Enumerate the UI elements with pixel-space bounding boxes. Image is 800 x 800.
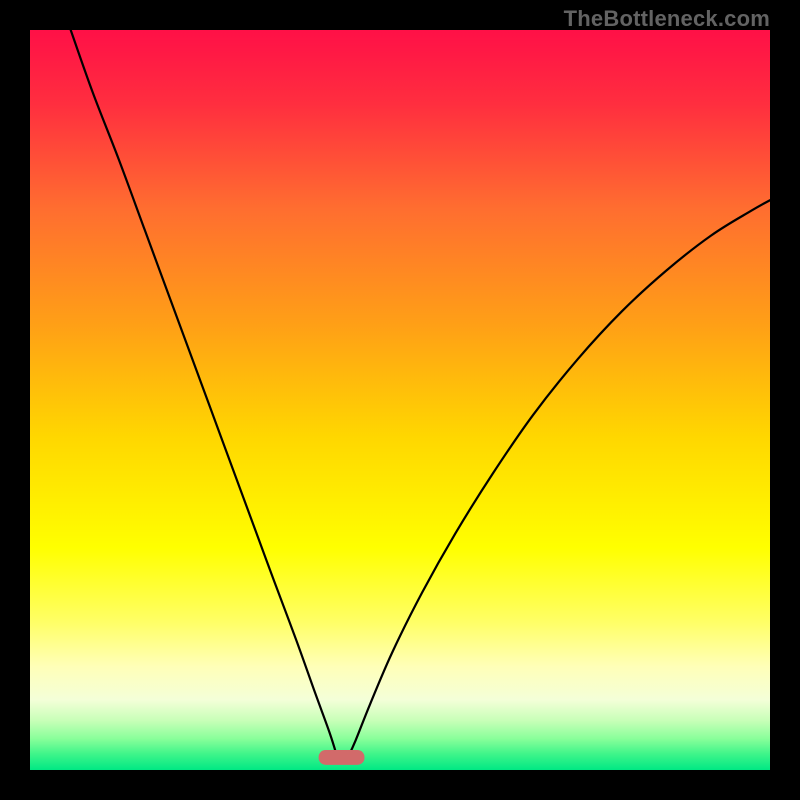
watermark: TheBottleneck.com: [564, 6, 770, 32]
watermark-text: TheBottleneck.com: [564, 6, 770, 31]
plot-svg: [30, 30, 770, 770]
apex-marker: [319, 750, 365, 765]
gradient-background: [30, 30, 770, 770]
outer-frame: TheBottleneck.com: [0, 0, 800, 800]
plot-area: [30, 30, 770, 770]
